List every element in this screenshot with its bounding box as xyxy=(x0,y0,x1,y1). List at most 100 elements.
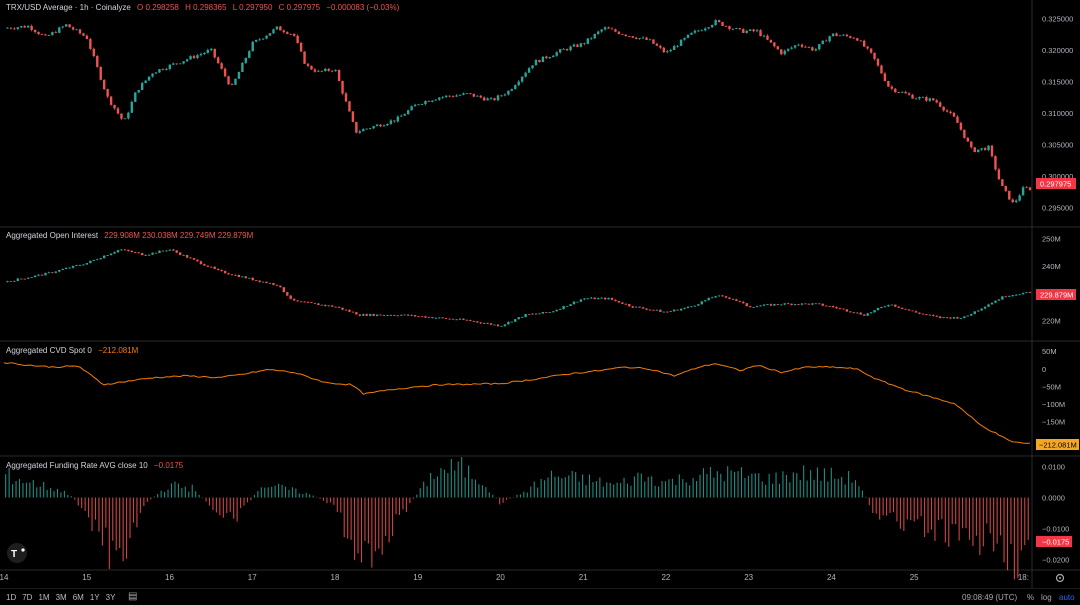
candle-body xyxy=(994,156,997,170)
funding-bar xyxy=(734,471,736,498)
timeframe-button-3M[interactable]: 3M xyxy=(55,593,67,602)
log-toggle[interactable]: log xyxy=(1041,593,1052,602)
candle-body xyxy=(666,51,669,53)
candle-body xyxy=(614,29,617,32)
candle-body xyxy=(178,63,182,65)
candle-body xyxy=(375,124,379,127)
candle-body xyxy=(379,124,382,127)
funding-bar xyxy=(468,465,470,498)
candle-body xyxy=(227,76,230,85)
funding-rate-pane[interactable] xyxy=(5,457,1029,580)
candle-body xyxy=(196,55,199,59)
y-tick-label: −150M xyxy=(1042,418,1065,427)
candle-body xyxy=(479,322,482,324)
cvd-title: Aggregated CVD Spot 0 xyxy=(6,346,92,355)
candle-body xyxy=(831,33,835,37)
candle-body xyxy=(786,48,790,51)
funding-bar xyxy=(136,497,138,528)
candle-body xyxy=(230,84,234,85)
candle-body xyxy=(617,31,621,35)
candle-body xyxy=(983,148,987,151)
candle-body xyxy=(327,305,330,307)
date-range-icon[interactable]: ▤ xyxy=(128,591,138,602)
funding-bar xyxy=(747,475,749,498)
x-tick-label: 20 xyxy=(496,573,505,582)
funding-bar xyxy=(94,497,97,520)
percent-toggle[interactable]: % xyxy=(1027,593,1035,602)
funding-bar xyxy=(98,497,100,532)
funding-bar xyxy=(181,488,183,498)
candle-body xyxy=(223,68,227,77)
timeframe-button-1M[interactable]: 1M xyxy=(38,593,50,602)
candle-body xyxy=(286,292,289,296)
candle-body xyxy=(165,250,168,252)
tradingview-logo-icon[interactable]: T xyxy=(7,543,27,563)
candle-body xyxy=(672,309,676,312)
candle-body xyxy=(472,320,476,322)
candle-body xyxy=(659,45,662,48)
funding-bar xyxy=(499,497,501,505)
candle-body xyxy=(1021,292,1025,295)
funding-bar xyxy=(827,481,829,498)
funding-bar xyxy=(554,476,556,498)
candle-body xyxy=(44,272,47,276)
funding-bar xyxy=(502,497,504,503)
candle-body xyxy=(458,318,462,320)
candle-body xyxy=(838,35,842,37)
candle-body xyxy=(68,24,71,28)
candle-body xyxy=(600,297,603,299)
candle-body xyxy=(330,305,334,307)
funding-bar xyxy=(195,491,197,498)
timeframe-button-7D[interactable]: 7D xyxy=(22,593,33,602)
candle-body xyxy=(248,51,251,58)
funding-bar xyxy=(246,497,249,503)
cvd-pane[interactable] xyxy=(3,362,1031,444)
candle-body xyxy=(286,32,289,34)
funding-bar xyxy=(740,467,743,498)
settings-gear-icon[interactable] xyxy=(1055,573,1065,583)
candle-body xyxy=(690,306,693,308)
funding-bar xyxy=(160,490,162,498)
candle-body xyxy=(548,57,552,59)
candle-body xyxy=(427,317,431,318)
open-interest-pane[interactable] xyxy=(6,248,1032,327)
candle-body xyxy=(310,302,313,304)
candle-body xyxy=(596,31,600,34)
candle-body xyxy=(71,27,75,30)
price-pane[interactable] xyxy=(6,19,1032,204)
candle-body xyxy=(368,128,372,130)
candle-body xyxy=(185,255,189,258)
timeframe-button-1Y[interactable]: 1Y xyxy=(89,593,100,602)
candle-body xyxy=(728,26,731,30)
candle-body xyxy=(586,298,590,300)
funding-bar xyxy=(419,488,421,498)
auto-toggle[interactable]: auto xyxy=(1059,593,1075,602)
timeframe-button-1D[interactable]: 1D xyxy=(6,593,17,602)
candle-body xyxy=(717,20,721,22)
candle-body xyxy=(78,265,82,266)
cvd-value: −212.081M xyxy=(98,346,139,355)
candle-body xyxy=(983,306,987,309)
candle-body xyxy=(527,314,531,315)
candle-body xyxy=(334,69,337,72)
candle-body xyxy=(824,305,828,307)
funding-bar xyxy=(509,497,511,499)
candle-body xyxy=(13,281,16,282)
candle-body xyxy=(600,29,603,32)
funding-bar xyxy=(564,477,566,498)
funding-bar xyxy=(63,490,65,498)
y-tick-label: −50M xyxy=(1042,382,1061,391)
svg-text:−212.081M: −212.081M xyxy=(1039,441,1077,450)
timeframe-button-3Y[interactable]: 3Y xyxy=(105,593,116,602)
candle-body xyxy=(1028,292,1032,293)
candle-body xyxy=(704,300,707,302)
timeframe-button-6M[interactable]: 6M xyxy=(72,593,84,602)
funding-bar xyxy=(751,473,753,498)
candle-body xyxy=(918,97,921,99)
funding-bar xyxy=(616,482,618,498)
candle-body xyxy=(268,33,272,36)
funding-bar xyxy=(8,467,10,498)
funding-bar xyxy=(854,480,857,498)
candle-body xyxy=(406,110,410,115)
